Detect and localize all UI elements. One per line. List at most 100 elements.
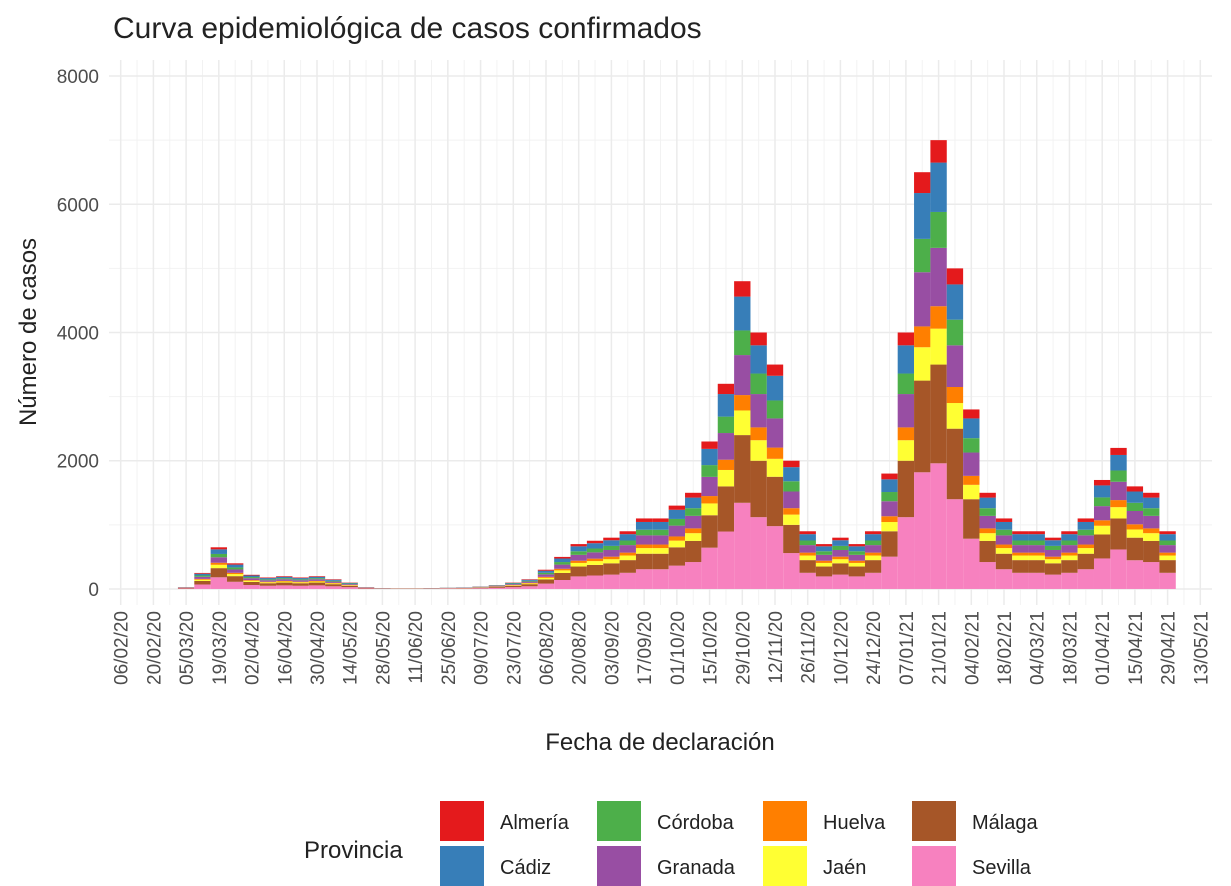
bar-segment: [897, 394, 915, 428]
bar-segment: [1110, 518, 1127, 550]
bar-segment: [914, 347, 931, 381]
bar-segment: [1143, 508, 1160, 516]
bar-segment: [652, 521, 669, 530]
bar-segment: [1061, 555, 1078, 561]
bar-segment: [1077, 518, 1094, 522]
bar-segment: [1093, 558, 1111, 589]
bar-segment: [864, 534, 882, 541]
bar-segment: [619, 534, 636, 541]
bar-segment: [1126, 502, 1144, 512]
bar-segment: [832, 549, 849, 557]
bar-segment: [243, 580, 260, 581]
bar-segment: [766, 400, 784, 419]
bar-segment: [1012, 534, 1029, 541]
bar-segment: [897, 345, 915, 374]
x-tick-label: 16/04/20: [275, 611, 296, 685]
bar-segment: [783, 553, 800, 589]
bar-segment: [864, 560, 882, 573]
bar-segment: [734, 330, 751, 356]
bar-segment: [1143, 562, 1160, 589]
bar-segment: [832, 545, 849, 550]
bar-segment: [963, 538, 980, 589]
bar-segment: [554, 556, 571, 559]
bar-segment: [210, 553, 228, 558]
bar-segment: [930, 162, 947, 212]
bar-segment: [554, 570, 571, 573]
bar-segment: [1159, 540, 1176, 546]
bar-segment: [292, 577, 309, 579]
bar-segment: [1012, 572, 1029, 589]
bar-segment: [1061, 531, 1078, 535]
bar-segment: [799, 560, 816, 573]
bar-segment: [308, 580, 326, 582]
x-tick-label: 05/03/20: [177, 611, 198, 685]
bar-segment: [259, 579, 277, 581]
x-tick-label: 01/04/21: [1093, 611, 1114, 685]
bar-segment: [1093, 479, 1111, 486]
bar-segment: [1044, 563, 1062, 575]
bar-segment: [521, 586, 538, 589]
bar-segment: [668, 509, 686, 519]
bar-segment: [685, 515, 702, 529]
bar-segment: [783, 481, 800, 492]
bar-segment: [194, 584, 211, 589]
bar-segment: [734, 435, 751, 503]
bar-segment: [946, 499, 964, 589]
y-axis-title: Número de casos: [15, 238, 42, 426]
bar-segment: [848, 560, 865, 563]
bar-segment: [570, 554, 587, 561]
bar-segment: [652, 553, 669, 570]
bar-segment: [1044, 537, 1062, 541]
bar-segment: [701, 465, 718, 477]
x-tick-label: 17/09/20: [635, 611, 656, 685]
bar-segment: [979, 497, 996, 509]
bar-segment: [259, 581, 277, 583]
bar-segment: [930, 328, 947, 365]
bar-segment: [734, 281, 751, 297]
bar-segment: [308, 576, 326, 577]
bar-segment: [685, 528, 702, 534]
bar-segment: [995, 518, 1013, 522]
bar-segment: [1110, 470, 1127, 482]
bar-segment: [652, 518, 669, 522]
bar-segment: [276, 579, 293, 581]
bar-segment: [848, 576, 865, 589]
bar-segment: [1028, 560, 1045, 573]
bar-segment: [1159, 534, 1176, 541]
x-tick-label: 07/01/21: [897, 611, 918, 685]
bar-segment: [177, 588, 195, 589]
bar-segment: [1012, 555, 1029, 561]
bar-segment: [766, 458, 784, 477]
bar-segment: [210, 557, 228, 563]
bar-segment: [570, 560, 587, 563]
bar-segment: [930, 140, 947, 163]
bar-segment: [701, 448, 718, 466]
bar-segment: [505, 582, 522, 584]
bar-segment: [766, 526, 784, 589]
bar-segment: [194, 575, 211, 577]
legend-swatch: [597, 846, 641, 886]
bar-segment: [570, 551, 587, 555]
legend-swatch: [763, 801, 807, 841]
x-tick-label: 18/02/21: [995, 611, 1016, 685]
bar-segment: [995, 529, 1013, 536]
bar-segment: [210, 547, 228, 550]
bar-segment: [619, 572, 636, 589]
bar-segment: [325, 579, 342, 581]
bar-segment: [864, 531, 882, 535]
bar-segment: [554, 572, 571, 580]
bar-segment: [864, 555, 882, 561]
bar-segment: [995, 535, 1013, 545]
x-tick-label: 04/02/21: [962, 611, 983, 685]
bar-segment: [766, 447, 784, 459]
bar-segment: [995, 544, 1013, 549]
bar-segment: [783, 467, 800, 482]
bar-segment: [815, 576, 833, 589]
bar-segment: [635, 521, 653, 530]
bar-segment: [537, 579, 555, 584]
bar-segment: [194, 579, 211, 581]
bar-segment: [1028, 531, 1045, 535]
bar-segment: [1044, 556, 1062, 560]
chart-title: Curva epidemiológica de casos confirmado…: [113, 12, 702, 45]
legend-swatch: [912, 846, 956, 886]
